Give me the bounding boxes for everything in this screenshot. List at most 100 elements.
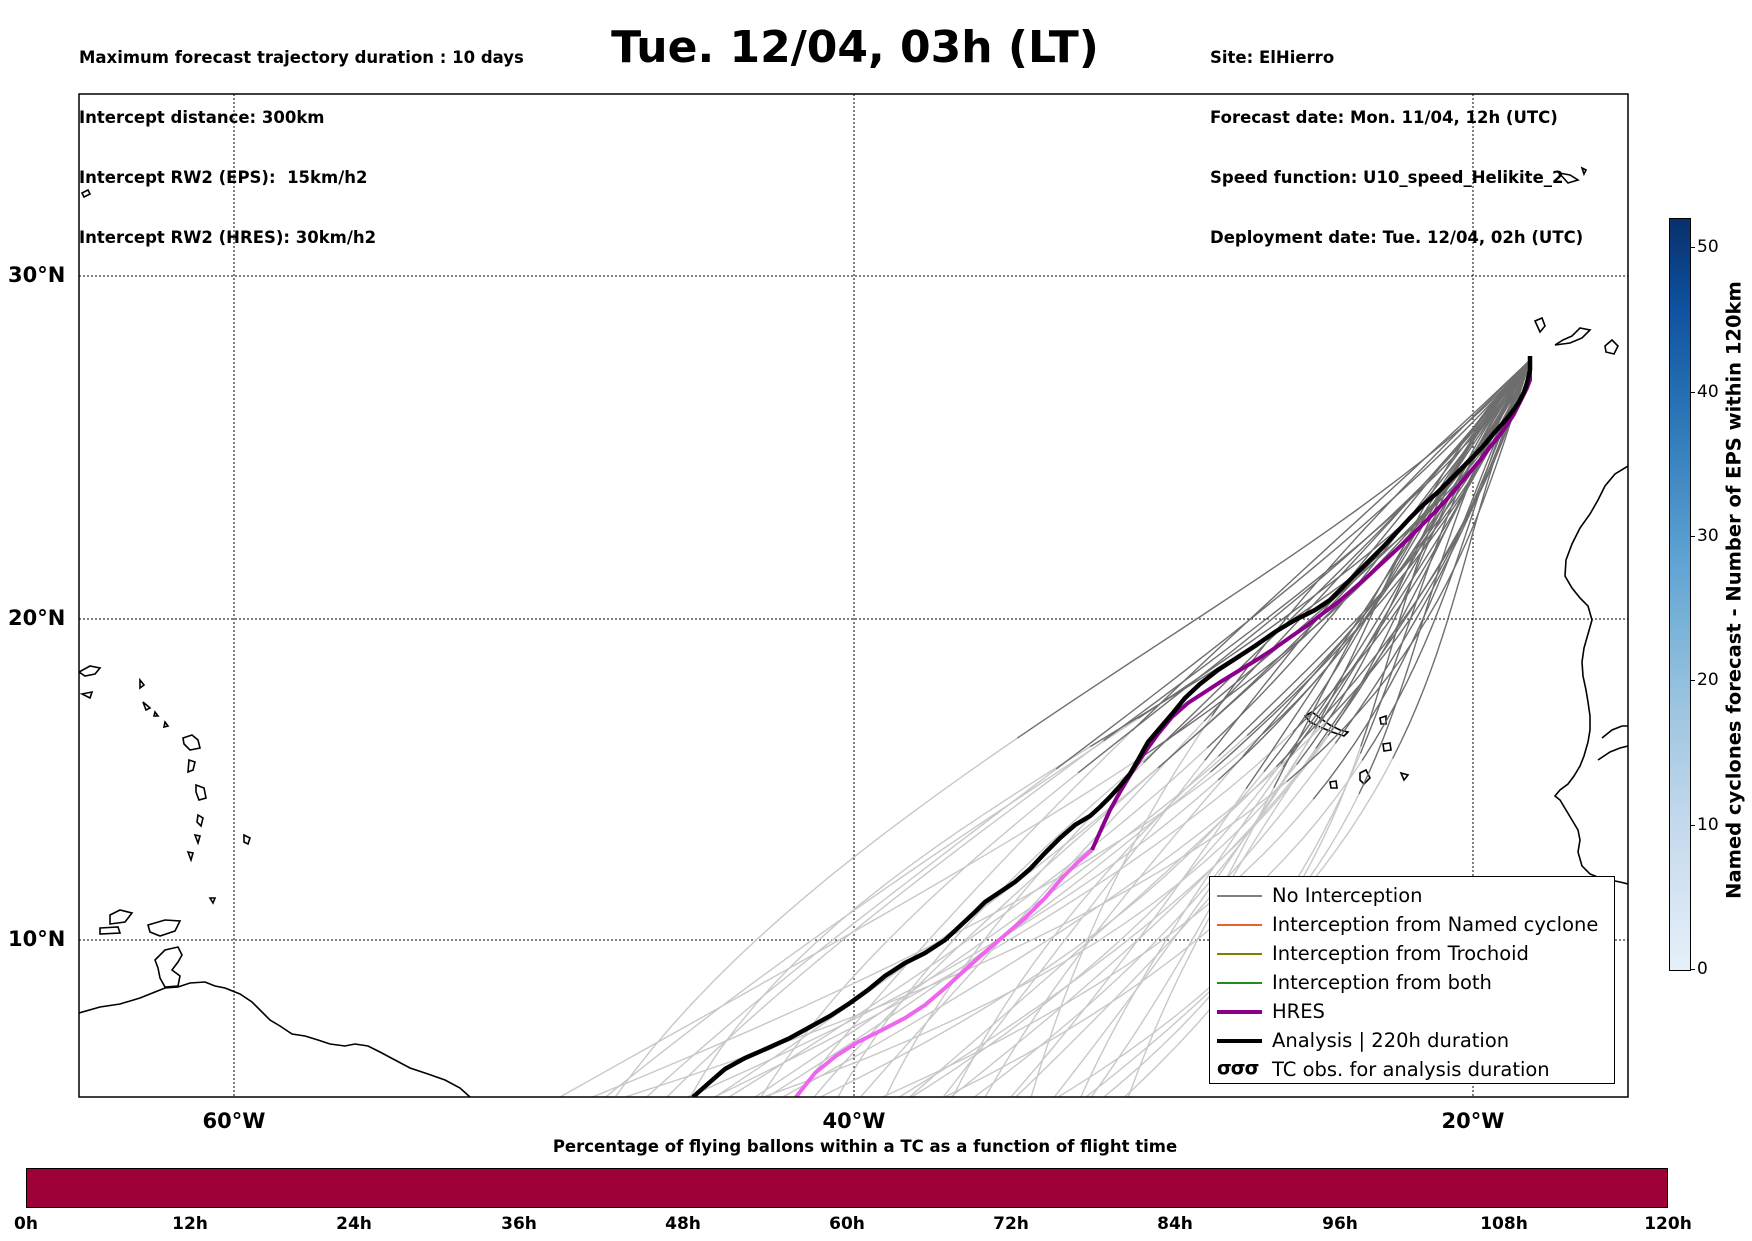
- eps-trajectory-segment: [1055, 359, 1531, 770]
- eps-trajectory-segment: [1280, 359, 1531, 765]
- info-line: Intercept RW2 (EPS): 15km/h2: [79, 168, 368, 187]
- eps-trajectory-segment: [897, 735, 1329, 1097]
- site-info: Site: ElHierro Forecast date: Mon. 11/04…: [1210, 8, 1583, 268]
- eps-trajectory-segment: [781, 720, 1328, 1097]
- legend-swatch-no-interception: [1217, 895, 1262, 897]
- eps-trajectory-segment: [943, 760, 1363, 1097]
- percentage-bar-tick: 24h: [336, 1214, 372, 1234]
- eps-trajectory-segment: [689, 746, 1091, 1097]
- legend-label: No Interception: [1272, 884, 1423, 907]
- lat-label: 20°N: [8, 606, 66, 630]
- info-line: Site: ElHierro: [1210, 48, 1335, 67]
- info-line: Maximum forecast trajectory duration : 1…: [79, 48, 524, 67]
- eps-trajectories-early: [1016, 359, 1531, 800]
- eps-trajectory-segment: [1131, 359, 1531, 732]
- legend-label: HRES: [1272, 1000, 1325, 1023]
- map-frame: [78, 93, 1629, 1098]
- colorbar-tick: 10: [1697, 815, 1719, 835]
- eps-trajectory-segment: [1009, 788, 1247, 1097]
- percentage-bar-title: Percentage of flying ballons within a TC…: [552, 1137, 1178, 1156]
- eps-trajectory-segment: [645, 768, 1057, 1097]
- colorbar-tick: 40: [1697, 382, 1719, 402]
- eps-trajectory-segment: [1090, 787, 1275, 1097]
- eps-trajectory-segment: [908, 766, 1277, 1097]
- map-legend: No Interception Interception from Named …: [1209, 876, 1615, 1084]
- percentage-bar-tick: 108h: [1480, 1214, 1528, 1234]
- percentage-bar-tick: 84h: [1157, 1214, 1193, 1234]
- eps-trajectory-segment: [624, 781, 1288, 1097]
- eps-trajectory-segment: [793, 730, 1133, 1097]
- eps-trajectory-segment: [712, 730, 1294, 1097]
- hres-trajectory: [1090, 368, 1532, 851]
- info-line: Intercept distance: 300km: [79, 108, 325, 127]
- percentage-bar-tick: 12h: [172, 1214, 208, 1234]
- legend-item: σσσ TC obs. for analysis duration: [1210, 1056, 1614, 1084]
- eps-trajectory-segment: [1077, 359, 1531, 774]
- percentage-bar-tick: 36h: [501, 1214, 537, 1234]
- colorbar-tick: 50: [1697, 237, 1719, 257]
- eps-trajectory-segment: [590, 733, 1264, 1097]
- colorbar-tick: 20: [1697, 670, 1719, 690]
- eps-trajectory-segment: [837, 739, 1168, 1097]
- cyclone-colorbar: [1669, 218, 1691, 971]
- forecast-settings-info: Maximum forecast trajectory duration : 1…: [79, 8, 524, 268]
- eps-trajectory-segment: [910, 763, 1282, 1097]
- coastline: [79, 166, 1628, 1097]
- legend-swatch-trochoid: [1217, 953, 1262, 955]
- eps-trajectory-segment: [727, 747, 1208, 1097]
- eps-trajectory-segment: [666, 740, 1104, 1097]
- legend-item: Interception from both: [1210, 969, 1614, 997]
- eps-trajectory-segment: [1053, 722, 1321, 1097]
- eps-trajectory-segment: [614, 737, 1018, 1097]
- eps-trajectory-segment: [1206, 359, 1531, 749]
- legend-item: Analysis | 220h duration: [1210, 1027, 1614, 1055]
- percentage-bar-tick: 72h: [993, 1214, 1029, 1234]
- legend-swatch-analysis: [1217, 1039, 1262, 1043]
- legend-item: Interception from Named cyclone: [1210, 911, 1614, 939]
- eps-trajectory-segment: [951, 755, 1219, 1097]
- colorbar-tick: 30: [1697, 526, 1719, 546]
- eps-trajectory-segment: [559, 757, 1141, 1097]
- info-line: Intercept RW2 (HRES): 30km/h2: [79, 228, 377, 247]
- lon-label: 40°W: [822, 1109, 886, 1133]
- eps-trajectory-segment: [1030, 715, 1213, 1097]
- eps-trajectory-segment: [1211, 359, 1531, 717]
- info-line: Deployment date: Tue. 12/04, 02h (UTC): [1210, 228, 1584, 247]
- lat-label: 30°N: [8, 263, 66, 287]
- eps-trajectory-segment: [760, 772, 1079, 1097]
- eps-trajectory-segment: [942, 759, 1206, 1097]
- map-grid: [79, 94, 1628, 1097]
- percentage-bar-tick: 96h: [1322, 1214, 1358, 1234]
- info-line: Speed function: U10_speed_Helikite_2: [1210, 168, 1564, 187]
- page-title: Tue. 12/04, 03h (LT): [611, 22, 1099, 73]
- percentage-bar-tick: 60h: [829, 1214, 865, 1234]
- lon-label: 60°W: [202, 1109, 266, 1133]
- legend-item: No Interception: [1210, 882, 1614, 910]
- eps-trajectory-segment: [604, 717, 1139, 1097]
- percentage-bar-tick: 0h: [14, 1214, 38, 1234]
- colorbar-tick: 0: [1697, 959, 1708, 979]
- legend-item: Interception from Trochoid: [1210, 940, 1614, 968]
- percentage-bar-tick: 48h: [665, 1214, 701, 1234]
- eps-trajectory-segment: [1168, 359, 1531, 759]
- legend-label: Interception from Named cyclone: [1272, 913, 1599, 936]
- eps-trajectory-segment: [1359, 359, 1531, 754]
- legend-swatch-hres: [1217, 1010, 1262, 1014]
- analysis-trajectory: [691, 356, 1533, 1097]
- legend-label: Analysis | 220h duration: [1272, 1029, 1510, 1052]
- legend-label: Interception from Trochoid: [1272, 942, 1529, 965]
- eps-trajectory-segment: [1015, 742, 1336, 1097]
- info-line: Forecast date: Mon. 11/04, 12h (UTC): [1210, 108, 1558, 127]
- eps-trajectory-segment: [950, 724, 1336, 1097]
- colorbar-label: Named cyclones forecast - Number of EPS …: [1722, 281, 1746, 899]
- hres-trajectory-late: [794, 848, 1094, 1097]
- eps-trajectory-segment: [1089, 359, 1531, 748]
- percentage-bar-tick: 120h: [1644, 1214, 1692, 1234]
- legend-label: TC obs. for analysis duration: [1272, 1058, 1550, 1081]
- eps-trajectory-segment: [1080, 766, 1284, 1097]
- lat-label: 10°N: [8, 927, 66, 951]
- eps-trajectory-segment: [880, 798, 1314, 1097]
- eps-trajectory-segment: [813, 767, 1159, 1097]
- eps-trajectory-segment: [1315, 359, 1531, 749]
